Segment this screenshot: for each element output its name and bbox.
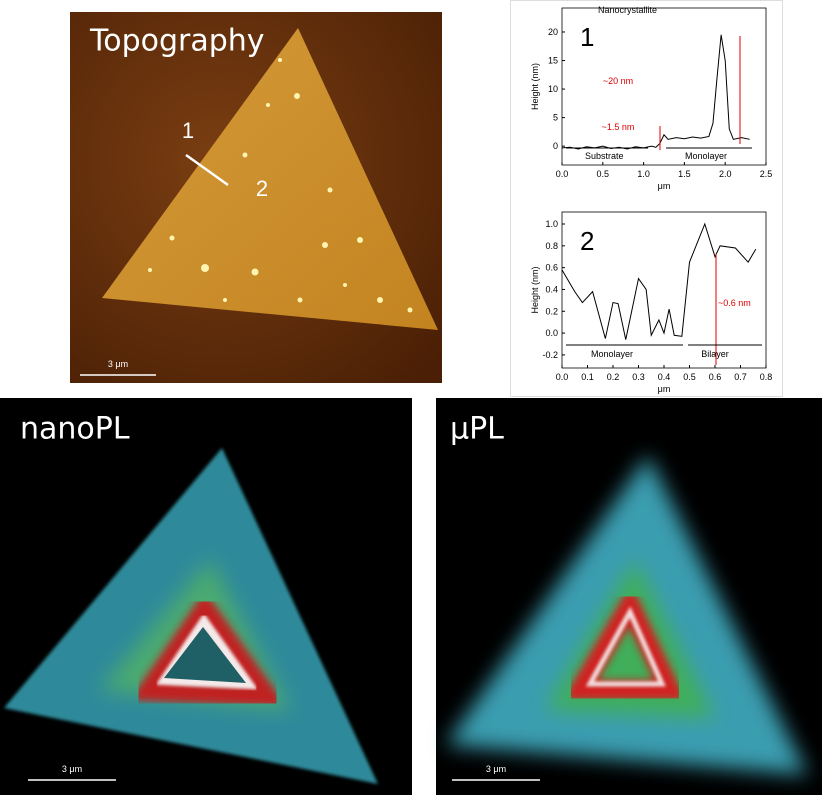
annotation: Monolayer: [685, 151, 727, 161]
x-tick-label: 0.3: [632, 372, 645, 382]
y-tick-label: -0.2: [542, 350, 558, 360]
x-tick-label: 0.0: [556, 372, 569, 382]
panel-number: 1: [580, 22, 594, 52]
annotation: Nanocrystallite: [598, 5, 657, 15]
x-axis-label: μm: [658, 384, 671, 394]
x-tick-label: 0.7: [734, 372, 747, 382]
y-tick-label: 0.2: [545, 306, 558, 316]
y-tick-label: 5: [553, 113, 558, 123]
x-tick-label: 0.5: [597, 169, 610, 179]
y-tick-label: 15: [548, 56, 558, 66]
figure: Topography 1 2 3 μm 0.0 0.5 1.0 1.5 2.0 2.5 0 5…: [0, 0, 822, 795]
profile-marker: 1: [182, 118, 194, 143]
x-tick-label: 0.5: [683, 372, 696, 382]
annotation: ~1.5 nm: [602, 122, 635, 132]
panel-label: Topography: [89, 24, 265, 59]
y-tick-label: 10: [548, 84, 558, 94]
x-tick-label: 0.4: [658, 372, 671, 382]
annotation: Bilayer: [701, 349, 729, 359]
page: Topography 1 2 3 μm 0.0 0.5 1.0 1.5 2.0 2.5 0 5…: [0, 0, 822, 795]
annotation: Monolayer: [591, 349, 633, 359]
x-tick-label: 1.0: [637, 169, 650, 179]
y-axis-label: Height (nm): [530, 266, 540, 313]
x-tick-label: 0.8: [760, 372, 773, 382]
x-axis-label: μm: [658, 181, 671, 191]
x-tick-label: 0.0: [556, 169, 569, 179]
panel-label: nanoPL: [20, 412, 130, 447]
y-tick-label: 20: [548, 27, 558, 37]
y-tick-label: 0.0: [545, 328, 558, 338]
y-tick-label: 0.8: [545, 241, 558, 251]
y-tick-label: 1.0: [545, 219, 558, 229]
x-tick-label: 0.1: [581, 372, 594, 382]
y-tick-label: 0.4: [545, 284, 558, 294]
annotation: ~20 nm: [603, 76, 633, 86]
scale-bar-label: 3 μm: [108, 359, 128, 369]
annotation: Substrate: [585, 151, 624, 161]
x-tick-label: 2.0: [719, 169, 732, 179]
x-tick-label: 0.6: [709, 372, 722, 382]
y-axis-label: Height (nm): [530, 63, 540, 110]
scale-bar-label: 3 μm: [62, 764, 82, 774]
profile-marker: 2: [256, 176, 268, 201]
x-tick-label: 1.5: [678, 169, 691, 179]
y-tick-label: 0: [553, 141, 558, 151]
x-tick-label: 2.5: [760, 169, 773, 179]
panel-label: μPL: [450, 412, 504, 447]
annotation: ~0.6 nm: [718, 298, 751, 308]
panel-number: 2: [580, 226, 594, 256]
x-tick-label: 0.2: [607, 372, 620, 382]
scale-bar-label: 3 μm: [486, 764, 506, 774]
y-tick-label: 0.6: [545, 263, 558, 273]
